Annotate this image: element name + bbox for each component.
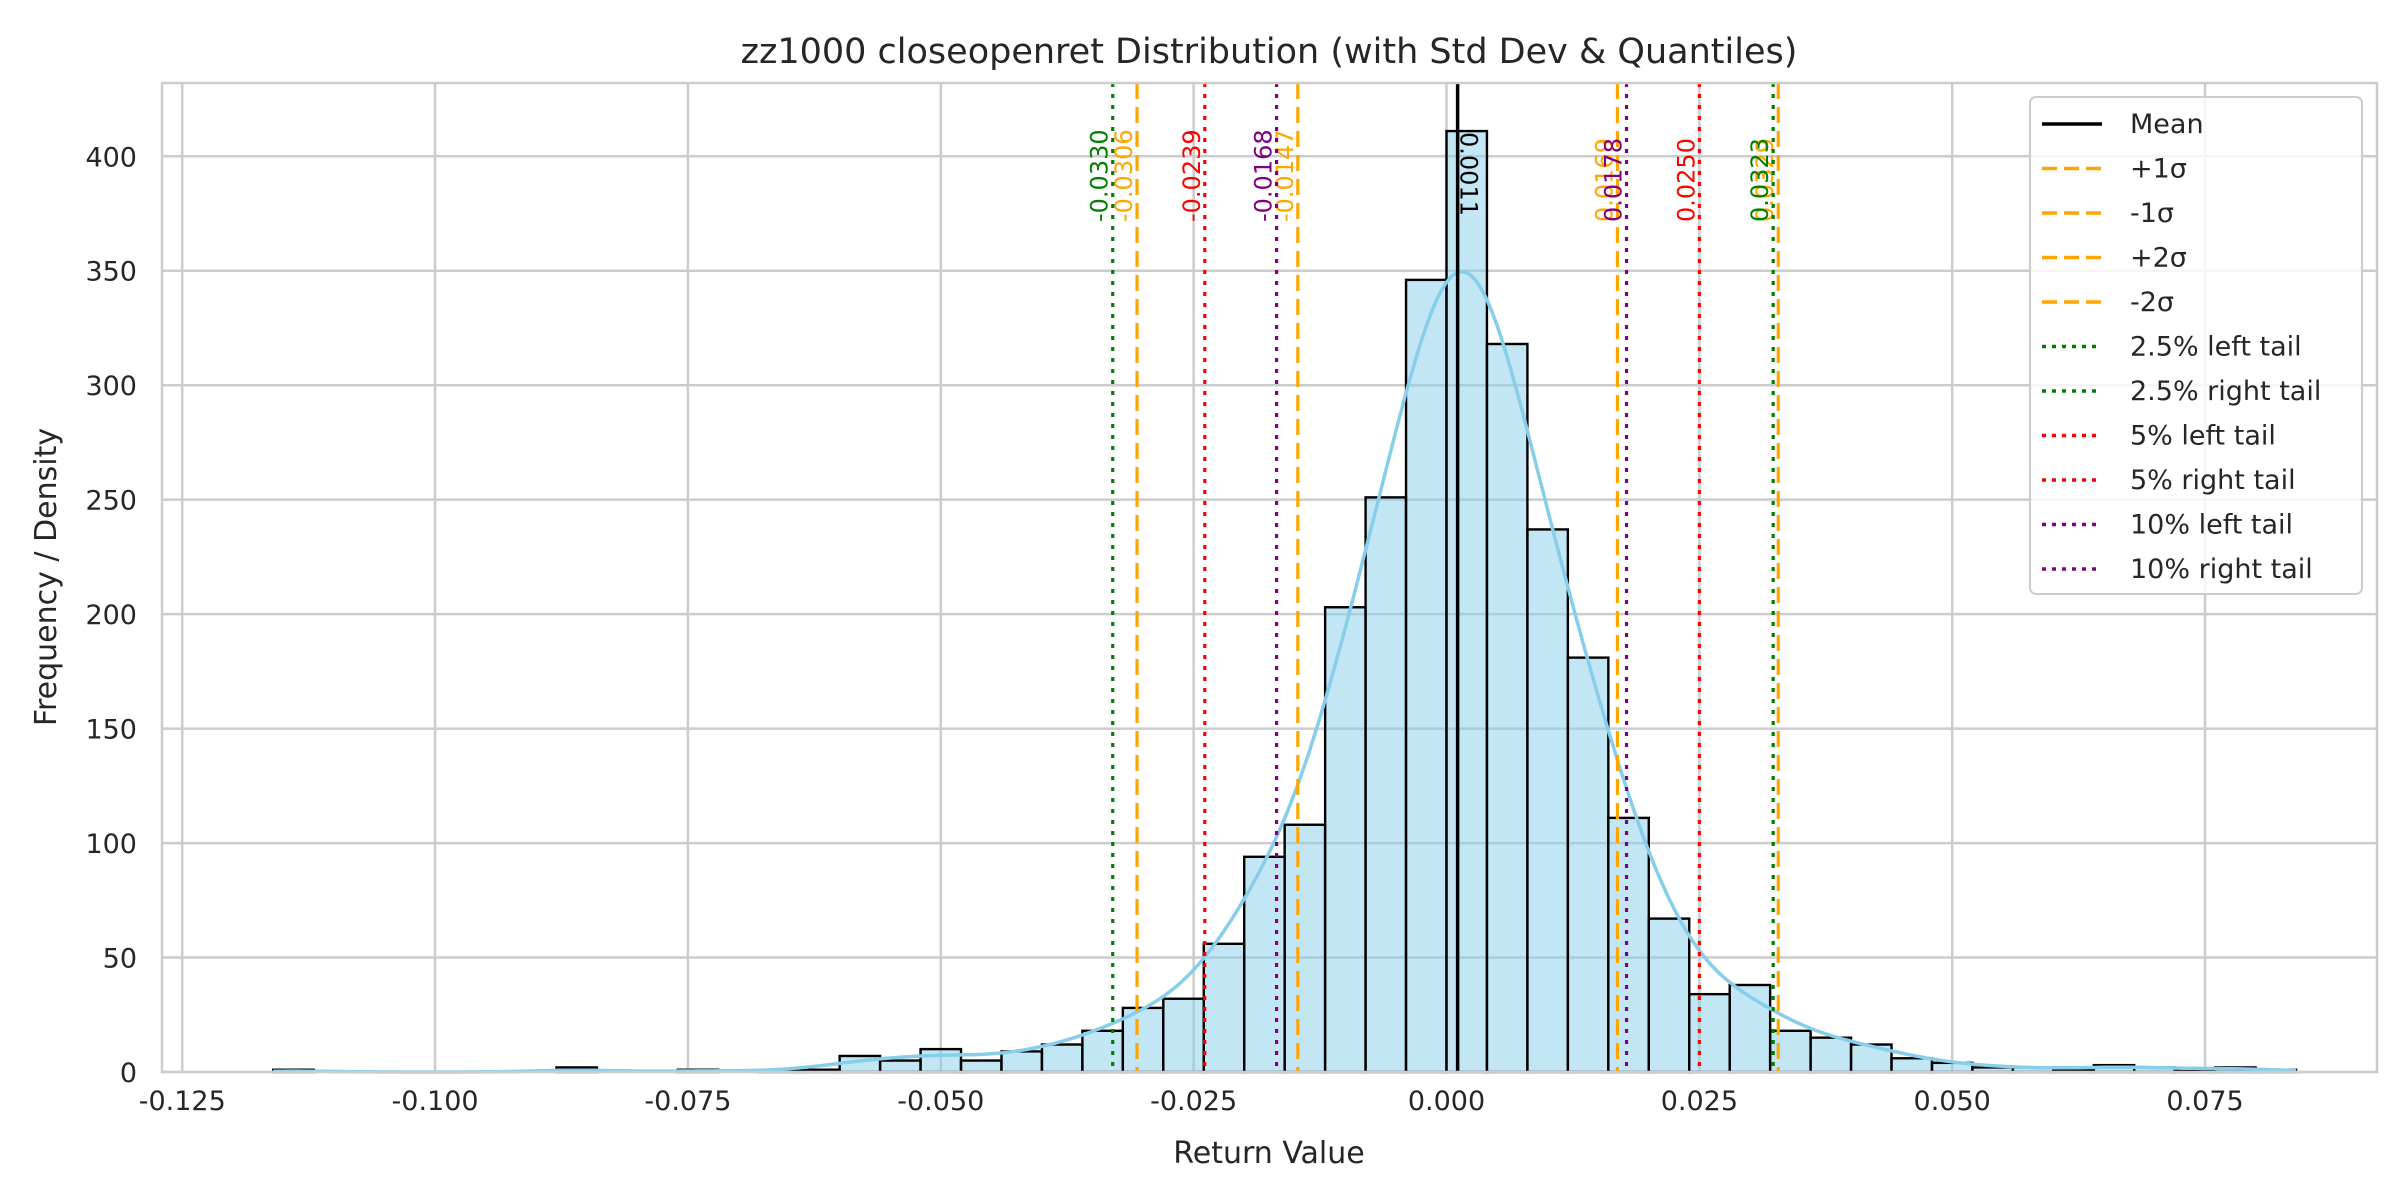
- legend-label: -1σ: [2130, 198, 2174, 229]
- x-tick-label: -0.125: [139, 1086, 226, 1117]
- histogram-bar: [878, 1059, 922, 1074]
- kde-line: [273, 269, 2297, 1074]
- y-tick-label: 350: [85, 257, 137, 288]
- reference-line-label: 0.0169: [1590, 138, 1618, 222]
- legend-label: +2σ: [2130, 243, 2187, 274]
- histogram-bar: [1526, 528, 1570, 1074]
- y-tick-label: 50: [103, 944, 137, 975]
- legend-label: -2σ: [2130, 287, 2174, 318]
- y-tick-label: 250: [85, 486, 137, 517]
- legend-label: 10% right tail: [2130, 554, 2313, 585]
- x-tick-label: 0.075: [2166, 1086, 2243, 1117]
- histogram-bar: [959, 1059, 1003, 1074]
- histogram-bar: [1121, 1006, 1165, 1074]
- legend-label: 5% right tail: [2130, 465, 2296, 496]
- x-tick-label: 0.025: [1661, 1086, 1738, 1117]
- kde-curve: [273, 269, 2297, 1074]
- x-axis-ticks: -0.125 -0.100 -0.075 -0.050 -0.025 0.000 0.025…: [139, 1086, 2244, 1117]
- reference-line-label: -0.0239: [1178, 129, 1206, 222]
- chart-title: zz1000 closeopenret Distribution (with S…: [741, 32, 1798, 72]
- reference-line-label: 0.0011: [1455, 132, 1483, 216]
- legend-label: 2.5% left tail: [2130, 332, 2302, 363]
- histogram-bar: [919, 1047, 963, 1074]
- legend-label: Mean: [2130, 109, 2204, 140]
- histogram-bar: [1890, 1057, 1934, 1074]
- histogram-bar: [1162, 997, 1205, 1074]
- legend-label: 2.5% right tail: [2130, 376, 2321, 407]
- y-tick-label: 150: [85, 715, 137, 746]
- reference-line-label: 0.0178: [1600, 138, 1628, 222]
- histogram-bar: [1040, 1043, 1084, 1074]
- legend-box: [2029, 96, 2363, 595]
- reference-line-label: -0.0330: [1086, 129, 1114, 222]
- histogram-bar: [1404, 278, 1448, 1074]
- y-tick-label: 100: [85, 829, 137, 860]
- reference-lines: 0.0011 0.0169-0.0147 0.0329-0.0306-0.0330 0…: [1086, 83, 1780, 1072]
- x-axis-label: Return Value: [1173, 1136, 1364, 1171]
- x-tick-label: 0.000: [1408, 1086, 1485, 1117]
- histogram-bar: [1607, 816, 1650, 1074]
- histogram-bar: [1809, 1036, 1853, 1074]
- legend: Mean +1σ -1σ +2σ -2σ 2.5% left tail 2.5% right…: [2029, 96, 2363, 595]
- y-tick-label: 400: [85, 142, 137, 173]
- x-tick-label: 0.050: [1914, 1086, 1991, 1117]
- histogram-bar: [1688, 992, 1731, 1074]
- x-tick-label: -0.100: [392, 1086, 479, 1117]
- reference-line-label: 0.0323: [1746, 138, 1774, 222]
- reference-line-label: -0.0306: [1110, 129, 1138, 222]
- histogram-bar: [1566, 656, 1610, 1074]
- histogram-bar: [1081, 1029, 1125, 1074]
- y-axis-ticks: 0 50 100 150 200 250 300 350 400: [85, 142, 137, 1089]
- reference-line-label: 0.0250: [1672, 138, 1700, 222]
- legend-label: 10% left tail: [2130, 510, 2293, 541]
- histogram-bar: [1283, 823, 1327, 1074]
- histogram-bar: [1202, 942, 1246, 1074]
- x-tick-label: -0.075: [644, 1086, 731, 1117]
- histogram-bar: [1768, 1029, 1812, 1074]
- legend-label: 5% left tail: [2130, 421, 2276, 452]
- plot-frame: [160, 81, 2379, 1074]
- histogram-bar: [1485, 342, 1529, 1074]
- y-tick-label: 300: [85, 371, 137, 402]
- x-tick-label: -0.025: [1150, 1086, 1237, 1117]
- histogram-bar: [1647, 917, 1691, 1074]
- legend-label: +1σ: [2130, 154, 2187, 185]
- y-axis-label: Frequency / Density: [29, 428, 64, 726]
- histogram-bar: [1323, 606, 1367, 1074]
- reference-line-label: -0.0168: [1250, 129, 1278, 222]
- histogram-bar: [1000, 1050, 1044, 1074]
- y-tick-label: 0: [120, 1058, 137, 1089]
- y-tick-label: 200: [85, 600, 137, 631]
- histogram-bar: [1364, 496, 1408, 1074]
- x-tick-label: -0.050: [897, 1086, 984, 1117]
